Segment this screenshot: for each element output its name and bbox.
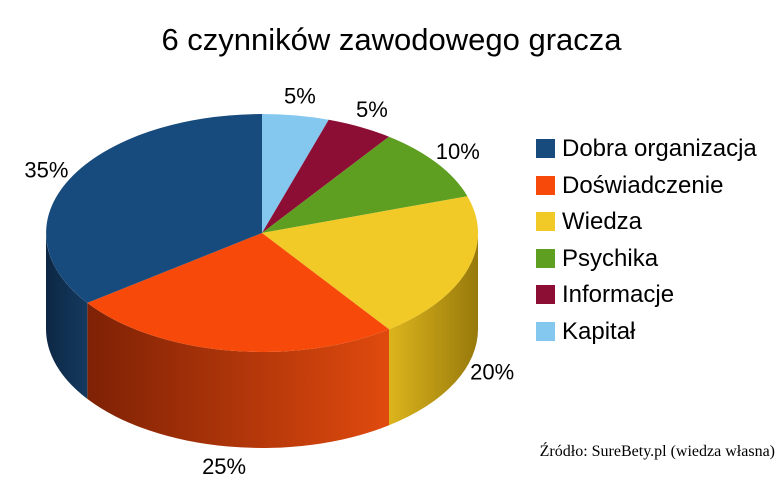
- source-note: Źródło: SureBety.pl (wiedza własna): [539, 443, 775, 460]
- pie-slice-side-wiedza: [389, 233, 478, 426]
- legend-item: Psychika: [536, 246, 757, 271]
- legend-swatch: [536, 248, 555, 268]
- pie-slice-wiedza: [262, 196, 479, 330]
- legend: Dobra organizacja Doświadczenie Wiedza P…: [536, 136, 757, 344]
- pie-slice-side-do-wiadczenie: [87, 302, 390, 448]
- pie-percent-label-psychika: 10%: [436, 139, 480, 164]
- legend-item: Doświadczenie: [536, 173, 757, 198]
- legend-label: Doświadczenie: [562, 171, 724, 199]
- legend-item: Wiedza: [536, 209, 757, 234]
- legend-item: Kapitał: [536, 319, 757, 344]
- pie-slice-psychika: [262, 136, 468, 233]
- legend-label: Dobra organizacja: [562, 135, 757, 162]
- pie-percent-label-dobra-organizacja: 35%: [24, 158, 68, 183]
- pie-slice-kapita-: [262, 113, 329, 233]
- pie-percent-label-informacje: 5%: [356, 97, 388, 122]
- pie-percent-label-do-wiadczenie: 25%: [202, 454, 246, 479]
- pie-percent-label-wiedza: 20%: [470, 360, 514, 385]
- legend-label: Kapitał: [562, 317, 636, 345]
- legend-swatch: [536, 139, 555, 158]
- pie-slice-dobra-organizacja: [46, 114, 262, 303]
- legend-item: Dobra organizacja: [536, 136, 757, 161]
- legend-label: Wiedza: [562, 208, 643, 235]
- pie-slice-side-dobra-organizacja: [46, 233, 88, 399]
- pie-slice-do-wiadczenie: [87, 233, 390, 352]
- pie-percent-label-kapita-: 5%: [284, 83, 316, 108]
- legend-label: Informacje: [562, 281, 675, 308]
- chart-title: 6 czynników zawodowego gracza: [161, 22, 622, 57]
- legend-label: Psychika: [562, 244, 659, 272]
- legend-swatch: [536, 175, 555, 195]
- legend-swatch: [536, 321, 555, 341]
- legend-item: Informacje: [536, 282, 757, 307]
- pie-slice-informacje: [262, 119, 389, 233]
- legend-swatch: [536, 212, 555, 231]
- legend-swatch: [536, 285, 555, 304]
